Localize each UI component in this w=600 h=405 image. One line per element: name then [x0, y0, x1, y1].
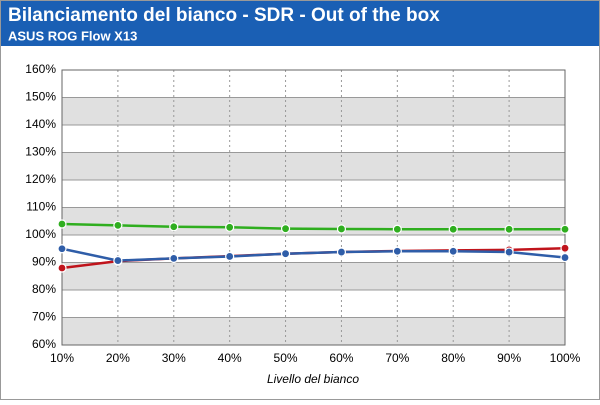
point [169, 222, 179, 232]
point [504, 247, 514, 257]
y-tick-label: 150% [25, 90, 56, 104]
point [57, 244, 67, 254]
line [61, 222, 565, 231]
point [392, 224, 402, 234]
point [504, 224, 514, 234]
grid-band [62, 262, 565, 290]
x-axis-label: Livello del bianco [267, 372, 359, 386]
x-tick-label: 100% [550, 351, 581, 365]
point [225, 251, 235, 262]
y-tick-label: 120% [25, 172, 56, 186]
point [448, 246, 458, 256]
line [61, 247, 566, 262]
point [336, 247, 347, 257]
grid-band [62, 317, 565, 345]
x-tick-label: 60% [329, 351, 353, 365]
y-tick-label: 130% [25, 145, 56, 159]
y-tick-label: 110% [26, 200, 56, 214]
y-tick-label: 160% [25, 62, 56, 76]
x-tick-label: 40% [218, 351, 242, 365]
point [225, 222, 235, 232]
grid-band [62, 207, 565, 235]
point [448, 224, 458, 234]
y-tick-label: 100% [25, 227, 56, 241]
point [169, 253, 179, 263]
x-tick-label: 20% [106, 351, 130, 365]
point [57, 263, 67, 273]
x-tick-label: 10% [50, 351, 74, 365]
y-tick-label: 80% [32, 282, 56, 296]
point [392, 246, 402, 256]
point [560, 224, 570, 234]
grid-band [62, 97, 565, 125]
point [113, 220, 123, 230]
y-tick-label: 90% [32, 255, 56, 269]
point [560, 243, 570, 253]
point [113, 255, 123, 266]
y-tick-label: 60% [32, 337, 56, 351]
point [280, 249, 291, 259]
x-tick-label: 70% [385, 351, 409, 365]
chart-subtitle: ASUS ROG Flow X13 [8, 28, 137, 43]
chart-title: Bilanciamento del bianco - SDR - Out of … [8, 5, 440, 26]
x-tick-label: 30% [162, 351, 186, 365]
point [57, 219, 67, 229]
grid-band [62, 152, 565, 180]
x-tick-label: 90% [497, 351, 521, 365]
x-tick-label: 80% [441, 351, 465, 365]
y-tick-label: 70% [32, 310, 56, 324]
point [336, 224, 347, 234]
point [280, 224, 291, 234]
y-tick-label: 140% [25, 117, 56, 131]
x-tick-label: 50% [274, 351, 298, 365]
plot-border [61, 69, 566, 346]
point [560, 252, 570, 263]
header [1, 1, 599, 46]
